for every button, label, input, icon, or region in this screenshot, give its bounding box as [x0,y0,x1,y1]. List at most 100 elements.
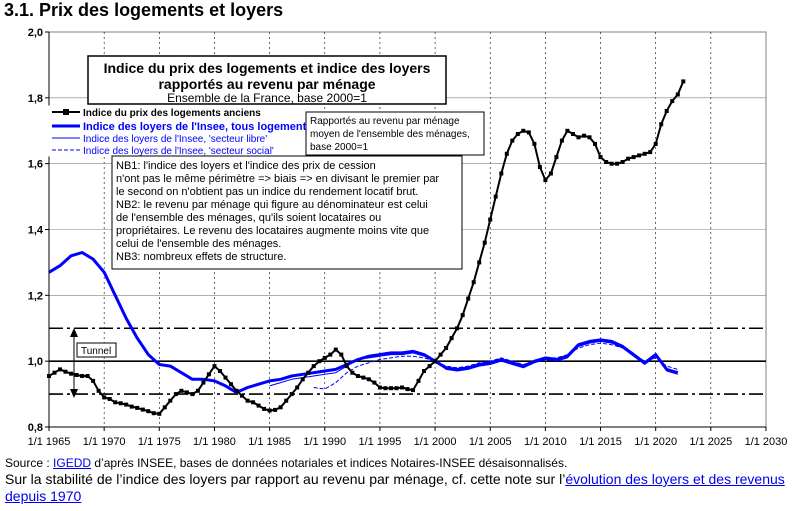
y-tick-label: 2,0 [28,27,43,39]
data-point [582,133,586,138]
data-point [96,388,101,393]
data-point [482,240,487,245]
data-point [515,132,520,136]
data-point [223,375,228,380]
data-point [262,406,267,411]
data-point [69,371,74,376]
x-tick-label: 1/1 2015 [579,436,622,448]
legend-marker-prix [63,109,69,115]
data-point [140,407,145,412]
data-point [377,385,382,390]
data-point [80,374,85,378]
data-point [52,370,57,375]
data-point [499,171,504,176]
source-link[interactable]: IGEDD [53,456,92,470]
data-point [168,398,173,403]
tunnel-box [76,342,117,358]
data-point [537,165,542,169]
series-line [313,342,678,390]
data-point [593,141,597,146]
data-point [460,313,465,318]
data-point [256,403,261,408]
data-point [124,402,129,407]
note-paragraph: Sur la stabilité de l’indice des loyers … [5,471,805,505]
data-point [394,386,399,391]
data-point [532,141,537,146]
data-point [400,385,404,390]
legend: Indice du prix des logements anciens Ind… [47,105,312,157]
tunnel-arrow-up [70,328,78,337]
data-point [444,346,449,350]
nb-line-4: NB2: le revenu par ménage qui figure au … [116,199,428,211]
data-point [157,411,162,416]
data-point [477,260,482,265]
data-point [135,405,140,410]
y-tick-label: 0,8 [28,422,43,434]
legend-label-libre: Indice des loyers de l'Insee, 'secteur l… [83,134,267,145]
data-point [576,135,581,140]
source-prefix: Source : [5,456,54,470]
nb-frame [111,155,463,270]
data-point [366,377,371,382]
data-point [565,128,570,133]
legend-label-social: Indice des loyers de l'Insee, 'secteur s… [83,146,274,157]
data-point [74,373,79,377]
nb-line-1: NB1: l'indice des loyers et l'indice des… [116,160,376,172]
denominator-frame [305,111,485,156]
data-point [289,392,294,397]
note-link[interactable]: évolution des loyers et des revenus depu… [5,471,785,504]
y-tick-label: 1,2 [28,290,43,302]
data-point [449,336,454,341]
x-tick-label: 1/1 1970 [83,436,126,448]
data-point [306,370,311,375]
x-tick-label: 1/1 1985 [248,436,291,448]
chart-title-line-2: rapportés au revenu par ménage [158,76,375,92]
tunnel-annotation: Tunnel [70,328,117,398]
series-line [48,251,679,394]
data-point [218,369,222,373]
data-point [317,359,322,364]
series-line [269,340,678,387]
data-point [190,392,195,397]
x-tick-label: 1/1 1990 [303,436,346,448]
data-point [267,408,272,413]
data-point [559,138,564,143]
data-point [664,109,669,113]
data-point [278,405,283,410]
legend-label-loyers-tous: Indice des loyers de l'Insee, tous logem… [83,121,312,133]
data-point [245,398,250,403]
data-point [240,393,244,398]
data-point [405,387,410,392]
data-point [63,369,68,374]
data-point [355,374,360,378]
data-point [113,400,118,405]
data-point [151,411,156,416]
series [47,79,686,416]
chart-title-box: Indice du prix des logements et indice d… [87,55,447,105]
data-point [455,326,460,331]
data-point [251,400,256,405]
data-point [91,378,96,383]
data-point [184,390,189,395]
data-point [85,374,90,378]
denominator-note: Rapportés au revenu par ménage moyen de … [305,111,485,156]
data-point [670,99,675,104]
tunnel-label: Tunnel [81,346,111,357]
data-point [548,171,553,176]
data-point [466,296,471,301]
x-tick-label: 1/1 2000 [414,436,457,448]
data-point [438,352,443,357]
data-point [504,151,509,156]
data-point [212,364,217,369]
data-point [179,388,184,393]
data-point [295,385,300,390]
data-point [620,160,625,164]
data-point [350,370,355,375]
data-point [173,392,178,397]
data-point [433,359,438,364]
data-point [195,388,200,393]
data-point [273,407,278,412]
chart-subtitle: Ensemble de la France, base 2000=1 [167,91,367,105]
x-tick-label: 1/1 1975 [138,436,181,448]
data-point [383,386,388,391]
